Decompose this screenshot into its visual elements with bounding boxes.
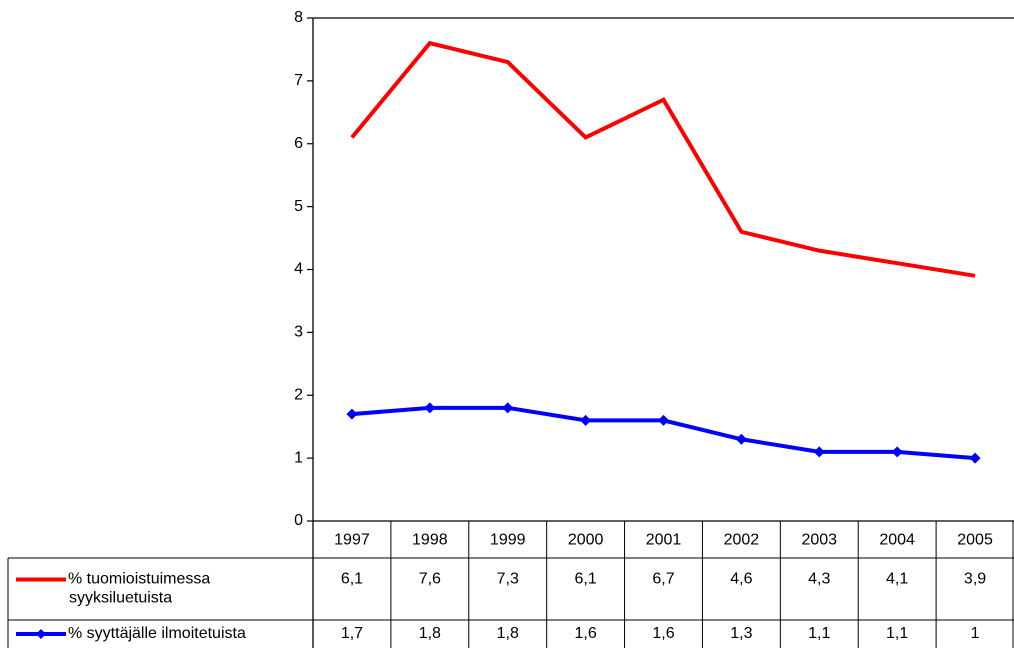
x-category-label: 1999 <box>490 532 526 549</box>
data-point-marker <box>580 414 592 426</box>
data-point-marker <box>658 414 669 426</box>
legend-label: % syyttäjälle ilmoitetuista <box>68 625 246 642</box>
y-tick-label: 4 <box>294 261 303 278</box>
table-value-cell: 7,3 <box>497 571 519 588</box>
table-value-cell: 1,1 <box>886 625 908 642</box>
table-value-cell: 1,1 <box>808 625 830 642</box>
legend-label: % tuomioistuimessa <box>68 571 210 588</box>
table-value-cell: 1,3 <box>730 625 752 642</box>
legend-label: syyksiluetuista <box>69 590 172 607</box>
x-category-label: 2002 <box>724 532 760 549</box>
table-value-cell: 6,7 <box>652 571 674 588</box>
table-value-cell: 1,8 <box>419 625 441 642</box>
table-value-cell: 4,3 <box>808 571 830 588</box>
x-category-label: 2005 <box>957 532 993 549</box>
x-category-label: 2000 <box>568 532 604 549</box>
series-line <box>350 40 976 278</box>
data-point-marker <box>813 446 825 458</box>
table-value-cell: 7,6 <box>419 571 441 588</box>
y-tick-label: 5 <box>294 198 303 215</box>
table-value-cell: 3,9 <box>964 571 986 588</box>
table-value-cell: 6,1 <box>341 571 363 588</box>
x-category-label: 1997 <box>334 532 370 549</box>
table-value-cell: 1 <box>971 625 980 642</box>
table-value-cell: 6,1 <box>574 571 596 588</box>
y-tick-label: 8 <box>294 9 303 26</box>
data-point-marker <box>346 408 358 420</box>
y-tick-label: 6 <box>294 135 303 152</box>
y-tick-label: 1 <box>294 449 303 466</box>
x-category-label: 2001 <box>646 532 682 549</box>
table-value-cell: 1,6 <box>652 625 674 642</box>
y-tick-label: 7 <box>294 72 303 89</box>
x-category-label: 2003 <box>801 532 837 549</box>
table-value-cell: 1,7 <box>341 625 363 642</box>
table-value-cell: 1,8 <box>497 625 519 642</box>
x-category-label: 1998 <box>412 532 448 549</box>
x-category-label: 2004 <box>879 532 915 549</box>
data-point-marker <box>424 402 436 414</box>
y-tick-label: 2 <box>294 386 303 403</box>
table-value-cell: 4,6 <box>730 571 752 588</box>
legend-key-marker <box>36 629 46 639</box>
data-point-marker <box>969 452 981 464</box>
table-value-cell: 1,6 <box>574 625 596 642</box>
data-point-marker <box>735 433 747 445</box>
table-value-cell: 4,1 <box>886 571 908 588</box>
y-tick-label: 3 <box>294 324 303 341</box>
data-point-marker <box>891 446 903 458</box>
data-point-marker <box>502 402 514 414</box>
y-tick-label: 0 <box>294 512 303 529</box>
